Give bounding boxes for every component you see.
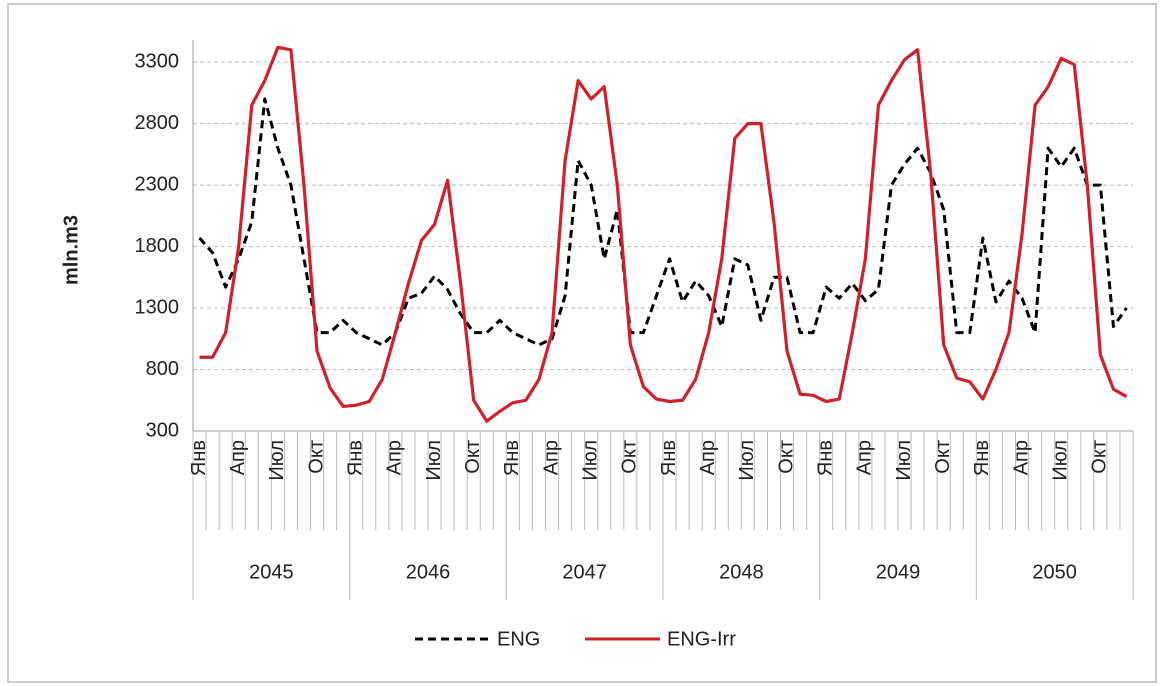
y-tick-label: 2800 — [135, 112, 180, 134]
x-tick-label: Окт — [1089, 440, 1111, 474]
x-tick-label: Окт — [932, 440, 954, 474]
chart-border — [7, 3, 1157, 683]
x-tick-label: Окт — [462, 440, 484, 474]
x-tick-label: Окт — [619, 440, 641, 474]
x-tick-label: Янв — [344, 440, 366, 476]
group-label: 2048 — [719, 561, 764, 583]
x-tick-label: Июл — [893, 440, 915, 481]
y-tick-label: 1800 — [135, 235, 180, 257]
x-tick-label: Июл — [266, 440, 288, 481]
x-tick-label: Янв — [188, 440, 210, 476]
y-tick-label: 2300 — [135, 173, 180, 195]
x-tick-label: Апр — [1010, 440, 1032, 475]
x-tick-label: Янв — [501, 440, 523, 476]
y-tick-label: 3300 — [135, 50, 180, 72]
x-tick-label: Окт — [775, 440, 797, 474]
group-label: 2047 — [562, 561, 607, 583]
x-tick-label: Янв — [814, 440, 836, 476]
group-label: 2046 — [406, 561, 451, 583]
y-tick-label: 800 — [146, 358, 179, 380]
x-tick-label: Июл — [423, 440, 445, 481]
x-tick-label: Апр — [384, 440, 406, 475]
x-tick-label: Апр — [697, 440, 719, 475]
x-tick-label: Июл — [736, 440, 758, 481]
x-tick-label: Апр — [854, 440, 876, 475]
x-tick-label: Янв — [971, 440, 993, 476]
group-label: 2050 — [1032, 561, 1077, 583]
y-tick-label: 1300 — [135, 296, 180, 318]
series-line — [198, 97, 1128, 347]
series-line — [199, 45, 1128, 423]
y-tick-label: 300 — [146, 419, 179, 441]
y-axis-label: mln.m3 — [60, 215, 82, 285]
legend-label: ENG — [497, 628, 540, 650]
x-tick-label: Апр — [540, 440, 562, 475]
group-label: 2049 — [876, 561, 921, 583]
x-tick-label: Апр — [227, 440, 249, 475]
x-tick-label: Июл — [1049, 440, 1071, 481]
x-tick-label: Янв — [658, 440, 680, 476]
legend-label: ENG-Irr — [667, 628, 736, 650]
x-tick-label: Окт — [305, 440, 327, 474]
group-label: 2045 — [249, 561, 294, 583]
x-tick-label: Июл — [579, 440, 601, 481]
